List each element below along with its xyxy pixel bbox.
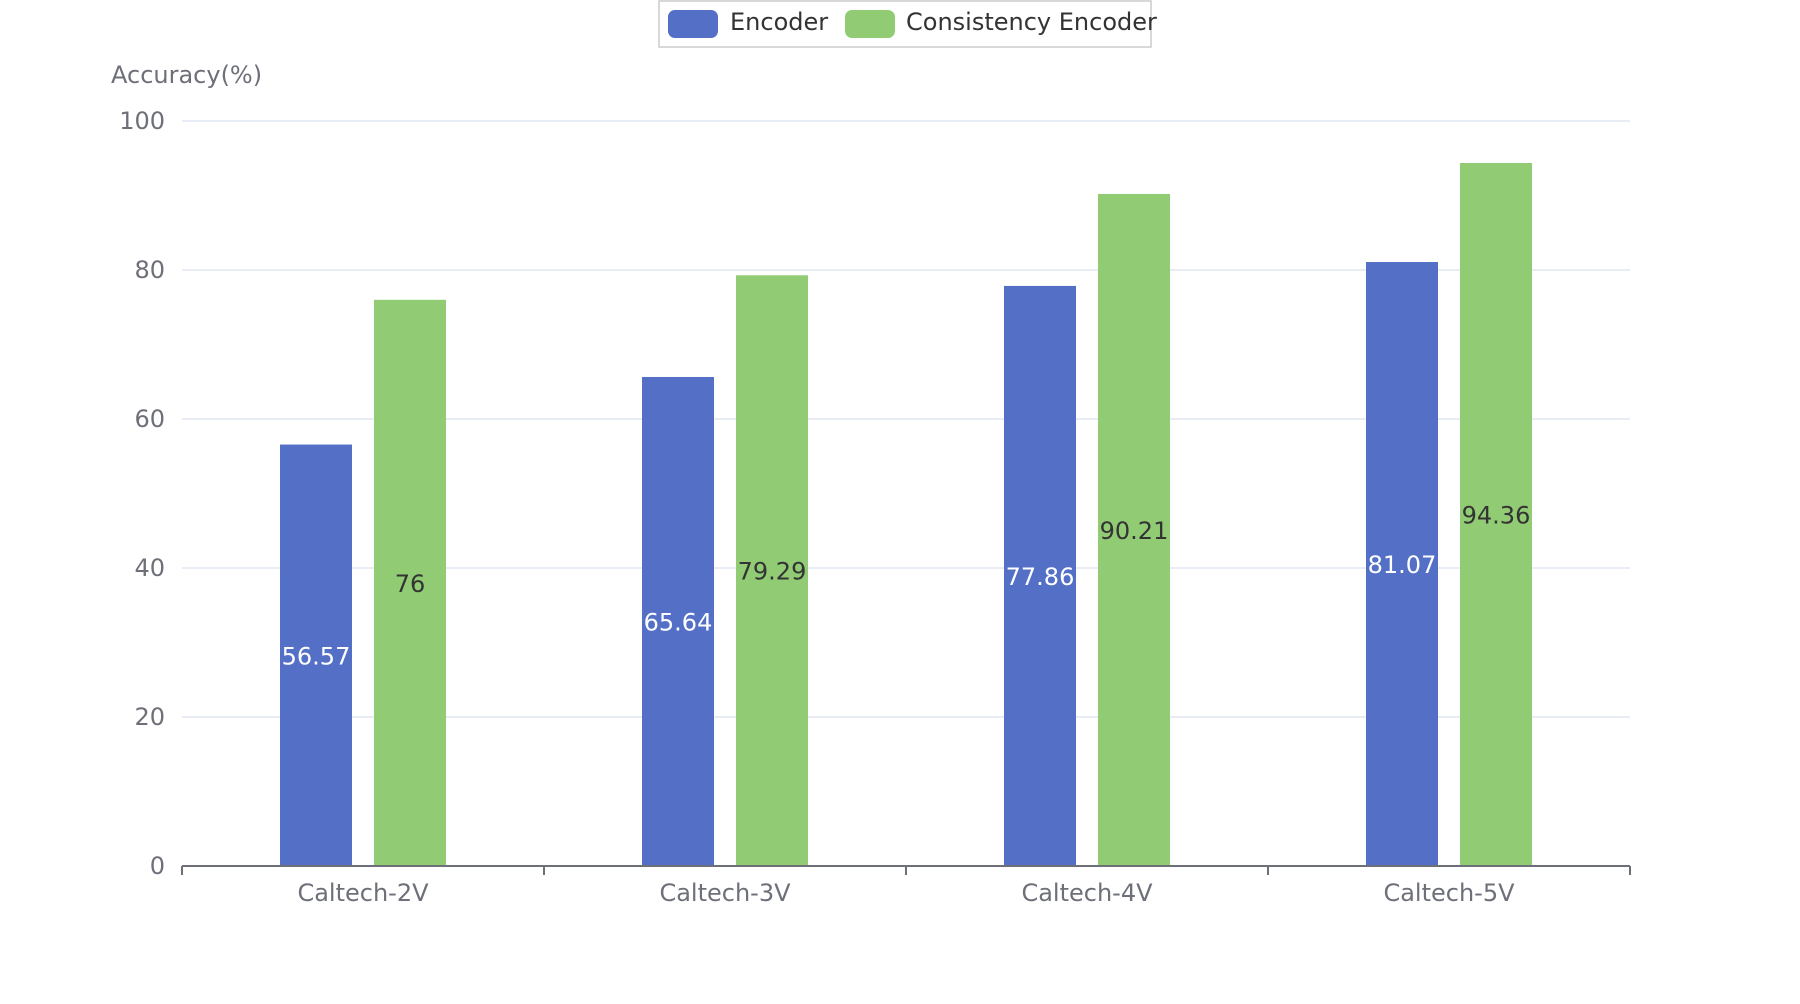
y-tick-label: 40 <box>134 554 165 582</box>
legend-label-encoder: Encoder <box>730 8 828 36</box>
y-tick-label: 0 <box>150 852 165 880</box>
legend: Encoder Consistency Encoder <box>658 0 1157 48</box>
y-tick-label: 20 <box>134 703 165 731</box>
y-tick-label: 80 <box>134 256 165 284</box>
bar-encoder[interactable] <box>642 376 714 866</box>
bar-value-label: 79.29 <box>738 558 807 586</box>
x-tick-label: Caltech-3V <box>659 879 791 907</box>
bar-encoder[interactable] <box>1366 262 1438 866</box>
bar-value-label: 56.57 <box>282 642 351 670</box>
x-tick-label: Caltech-4V <box>1021 879 1153 907</box>
x-axis: Caltech-2V Caltech-3V Caltech-4V Caltech-5V <box>181 865 1631 907</box>
bar-value-labels: 56.57 76 65.64 79.29 77.86 90.21 81.07 94.36 <box>282 502 1531 671</box>
bar-value-label: 81.07 <box>1368 551 1437 579</box>
y-axis-tick-labels: 0 20 40 60 80 100 <box>119 107 165 880</box>
legend-item-encoder[interactable]: Encoder <box>668 8 828 38</box>
bar-encoder[interactable] <box>1004 285 1076 866</box>
bar-consistency-encoder[interactable] <box>374 299 446 866</box>
bar-value-label: 65.64 <box>644 608 713 636</box>
bar-value-label: 77.86 <box>1006 563 1075 591</box>
legend-box <box>658 0 1152 48</box>
y-axis-title: Accuracy(%) <box>111 61 262 89</box>
x-tick-label: Caltech-5V <box>1383 879 1515 907</box>
bars <box>280 163 1532 867</box>
bar-consistency-encoder[interactable] <box>1098 193 1170 867</box>
legend-swatch-consistency-encoder <box>845 10 895 38</box>
y-tick-label: 60 <box>134 405 165 433</box>
bar-value-label: 76 <box>395 570 426 598</box>
legend-label-consistency-encoder: Consistency Encoder <box>906 8 1157 36</box>
bar-value-label: 94.36 <box>1462 502 1531 530</box>
y-tick-label: 100 <box>119 107 165 135</box>
legend-item-consistency-encoder[interactable]: Consistency Encoder <box>845 8 1157 38</box>
bar-consistency-encoder[interactable] <box>1460 163 1532 866</box>
bar-encoder[interactable] <box>280 444 352 866</box>
bar-consistency-encoder[interactable] <box>736 275 808 866</box>
bar-value-label: 90.21 <box>1100 517 1169 545</box>
legend-swatch-encoder <box>668 10 718 38</box>
x-tick-label: Caltech-2V <box>297 879 429 907</box>
